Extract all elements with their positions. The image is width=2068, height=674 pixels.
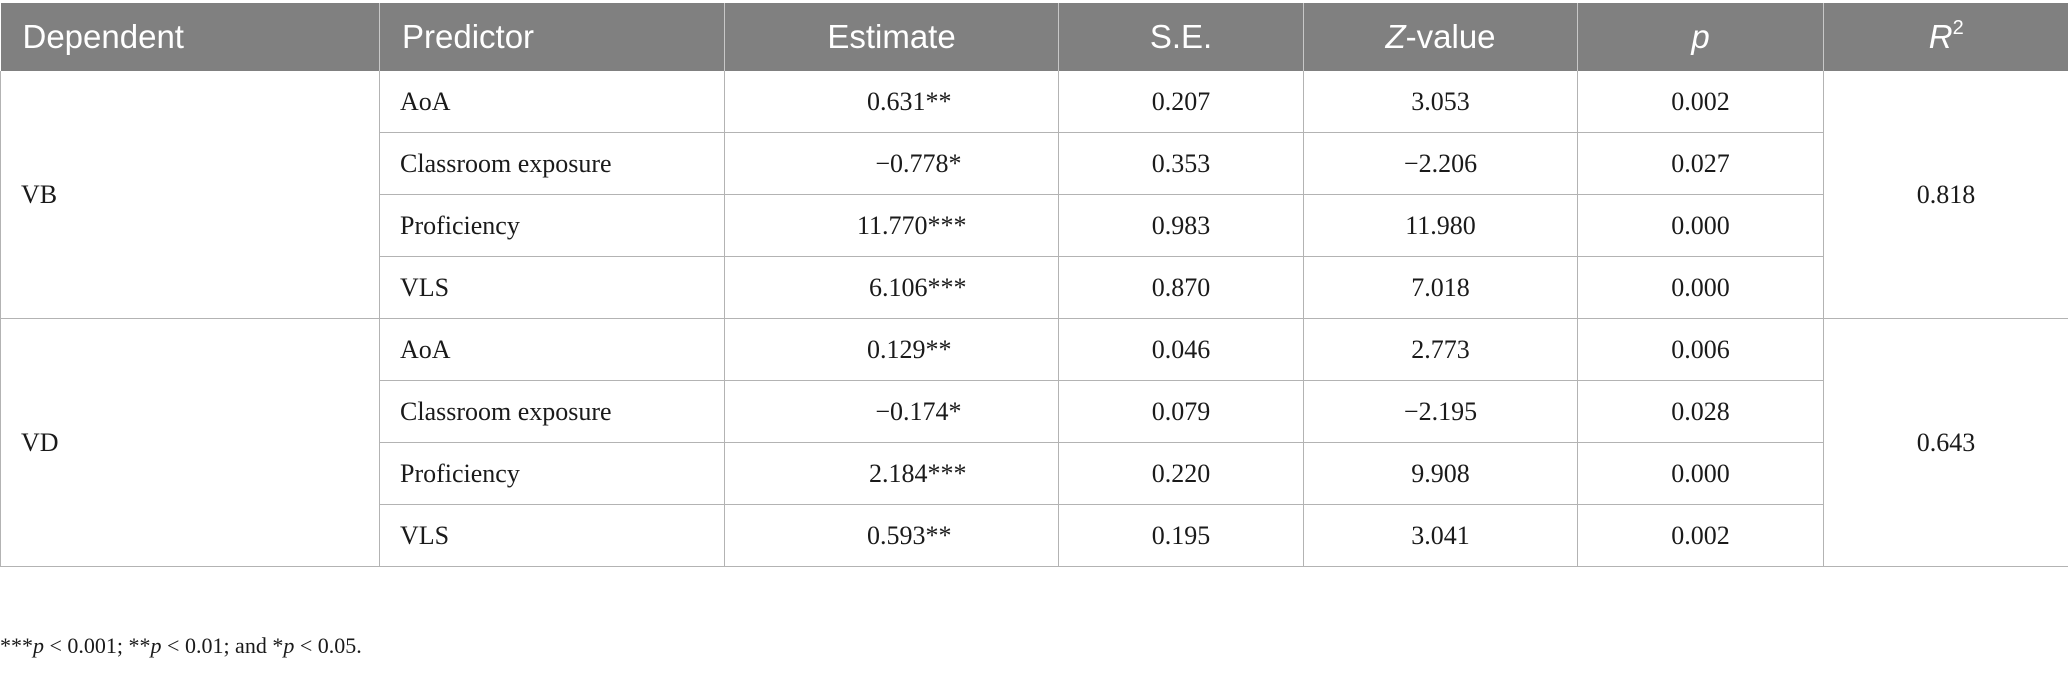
table-row: Proficiency 11.770*** 0.983 11.980 0.000	[1, 194, 2068, 257]
estimate-value: −0.778*	[875, 148, 962, 178]
estimate-value: 11.770***	[856, 210, 967, 240]
footnote-p: p	[283, 633, 295, 658]
table-row: VB AoA 0.631** 0.207 3.053 0.002 0.818	[0, 71, 2068, 319]
header-r-sup: 2	[1952, 17, 1964, 39]
footnote-stars: **	[128, 633, 151, 658]
p-cell: 0.000	[1577, 256, 1824, 319]
estimate-value: 0.593**	[867, 520, 952, 550]
table-row: VLS 6.106*** 0.870 7.018 0.000	[1, 256, 2068, 319]
predictor-cell: VLS	[379, 256, 725, 319]
dependent-cell: VD	[0, 318, 380, 567]
estimate-cell: 0.129**	[724, 318, 1059, 381]
estimate-cell: 6.106***	[724, 256, 1059, 319]
estimate-cell: −0.778*	[724, 132, 1059, 195]
estimate-cell: −0.174*	[724, 380, 1059, 443]
predictor-cell: Classroom exposure	[379, 132, 725, 195]
p-cell: 0.028	[1577, 380, 1824, 443]
z-cell: −2.195	[1303, 380, 1578, 443]
estimate-value: 6.106***	[869, 272, 967, 302]
header-predictor: Predictor	[379, 3, 725, 71]
header-r-base: R	[1928, 18, 1953, 55]
z-cell: 2.773	[1303, 318, 1578, 381]
significance-footnote: ***p < 0.001; **p < 0.01; and *p < 0.05.	[0, 633, 362, 659]
estimate-value: 0.129**	[867, 334, 952, 364]
se-cell: 0.046	[1058, 318, 1304, 381]
p-cell: 0.000	[1577, 442, 1824, 505]
se-cell: 0.870	[1058, 256, 1304, 319]
estimate-cell: 11.770***	[724, 194, 1059, 257]
predictor-cell: AoA	[379, 71, 725, 133]
se-cell: 0.079	[1058, 380, 1304, 443]
header-p-italic: p	[1691, 18, 1710, 55]
p-cell: 0.006	[1577, 318, 1824, 381]
z-cell: 7.018	[1303, 256, 1578, 319]
se-cell: 0.983	[1058, 194, 1304, 257]
header-estimate: Estimate	[724, 3, 1059, 71]
estimate-value: −0.174*	[875, 396, 962, 426]
z-cell: 3.053	[1303, 71, 1578, 133]
table-row: VLS 0.593** 0.195 3.041 0.002	[1, 504, 2068, 567]
footnote-stars: *	[272, 633, 284, 658]
z-cell: 9.908	[1303, 442, 1578, 505]
r2-cell: 0.643	[1823, 318, 2068, 567]
se-cell: 0.207	[1058, 71, 1304, 133]
predictor-cell: Proficiency	[379, 194, 725, 257]
footnote-text: < 0.01; and	[161, 633, 273, 658]
footnote-text: < 0.05.	[294, 633, 362, 658]
footnote-stars: ***	[0, 633, 33, 658]
z-cell: 11.980	[1303, 194, 1578, 257]
estimate-value: 0.631**	[867, 86, 952, 116]
estimate-value: 2.184***	[869, 458, 967, 488]
header-z-rest: -value	[1405, 18, 1496, 55]
table-row: Classroom exposure −0.174* 0.079 −2.195 …	[1, 380, 2068, 443]
header-r-squared: R2	[1823, 3, 2068, 71]
r2-cell: 0.818	[1823, 71, 2068, 319]
header-dependent: Dependent	[0, 3, 380, 71]
estimate-cell: 0.631**	[724, 71, 1059, 133]
predictor-cell: AoA	[379, 318, 725, 381]
z-cell: 3.041	[1303, 504, 1578, 567]
footnote-p: p	[33, 633, 44, 658]
predictor-cell: Proficiency	[379, 442, 725, 505]
header-se: S.E.	[1058, 3, 1304, 71]
z-cell: −2.206	[1303, 132, 1578, 195]
header-p: p	[1577, 3, 1824, 71]
p-cell: 0.002	[1577, 71, 1824, 133]
se-cell: 0.195	[1058, 504, 1304, 567]
footnote-text: < 0.001;	[44, 633, 129, 658]
predictor-cell: VLS	[379, 504, 725, 567]
se-cell: 0.353	[1058, 132, 1304, 195]
p-cell: 0.000	[1577, 194, 1824, 257]
table-row: Proficiency 2.184*** 0.220 9.908 0.000	[1, 442, 2068, 505]
estimate-cell: 2.184***	[724, 442, 1059, 505]
p-cell: 0.002	[1577, 504, 1824, 567]
table-row: VD AoA 0.129** 0.046 2.773 0.006 0.643	[0, 318, 2068, 567]
footnote-p: p	[150, 633, 162, 658]
se-cell: 0.220	[1058, 442, 1304, 505]
header-z-value: Z-value	[1303, 3, 1578, 71]
header-row: Dependent Predictor Estimate S.E. Z-valu…	[0, 3, 2068, 71]
regression-table: Dependent Predictor Estimate S.E. Z-valu…	[0, 3, 2068, 567]
p-cell: 0.027	[1577, 132, 1824, 195]
predictor-cell: Classroom exposure	[379, 380, 725, 443]
dependent-cell: VB	[0, 71, 380, 319]
estimate-cell: 0.593**	[724, 504, 1059, 567]
header-z-italic: Z	[1385, 18, 1406, 55]
